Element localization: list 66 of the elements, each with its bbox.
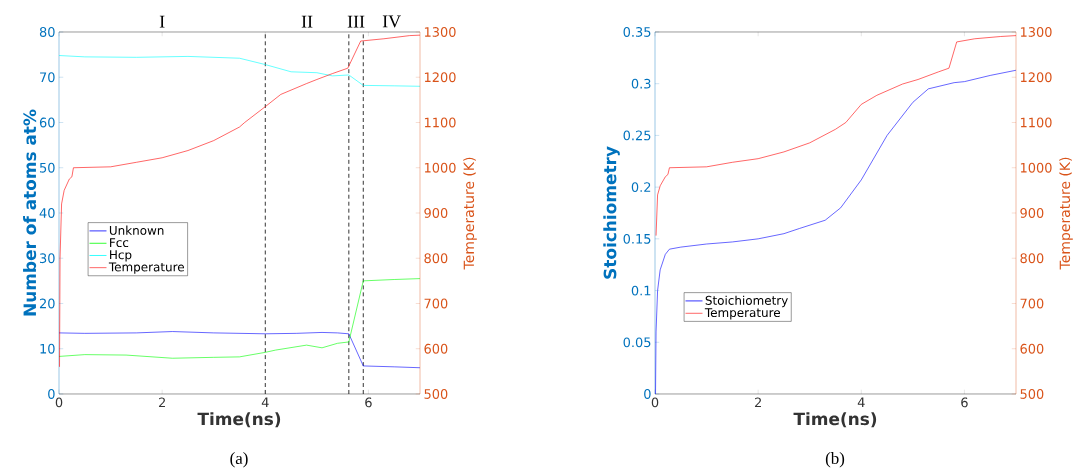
y2-tick-label: 1200 (1020, 72, 1052, 83)
y2-tick-label: 900 (424, 208, 448, 218)
y-axis-title: Stoichiometry (603, 146, 620, 279)
y2-tick-label: 1000 (424, 162, 456, 173)
x-tick-label: 4 (261, 397, 269, 407)
y-tick-label: 0.05 (623, 337, 651, 348)
x-tick-label: 0 (55, 397, 63, 408)
legend-label: Temperature (704, 308, 780, 320)
y2-axis-title: Temperature (K) (463, 157, 477, 270)
y-tick-label: 0 (48, 389, 55, 399)
y-tick-label: 0 (644, 389, 651, 399)
y-tick-label: 0.3 (631, 78, 651, 89)
x-axis-title: Time(ns) (793, 412, 877, 428)
y2-axis-title: Temperature (K) (1059, 157, 1073, 270)
text: III (347, 15, 365, 28)
y-tick-label: 40 (39, 208, 55, 218)
y-tick-label: 20 (39, 298, 55, 309)
line-series (58, 331, 421, 369)
x-tick-label: 6 (961, 397, 968, 408)
text: IV (382, 15, 401, 28)
y2-tick-label: 1300 (1020, 27, 1052, 37)
y2-tick-label: 600 (1020, 343, 1044, 354)
y-axis-title: Number of atoms at% (23, 109, 37, 316)
legend-label: Unknown (109, 225, 164, 235)
text: (b) (825, 452, 845, 468)
x-axis-title: Time(ns) (197, 412, 281, 428)
y-tick-label: 0.35 (623, 27, 651, 37)
legend-label: Stoichiometry (705, 295, 788, 308)
line-series (58, 278, 421, 359)
y-tick-label: 0.1 (631, 285, 651, 296)
y-tick-label: 70 (40, 72, 55, 83)
legend-label: Fcc (110, 238, 129, 248)
y2-tick-label: 1100 (424, 117, 456, 128)
text: II (301, 15, 313, 28)
y2-tick-label: 1200 (424, 72, 456, 83)
y-tick-label: 0.15 (623, 233, 651, 244)
y2-tick-label: 1000 (1020, 162, 1052, 173)
y-tick-label: 50 (40, 162, 55, 173)
y-tick-label: 60 (39, 117, 55, 128)
y2-tick-label: 800 (1020, 253, 1044, 264)
y-tick-label: 30 (40, 253, 55, 264)
y2-tick-label: 700 (424, 298, 448, 309)
y2-tick-label: 500 (424, 389, 448, 399)
line-series (59, 34, 421, 368)
y2-tick-label: 1100 (1020, 117, 1052, 128)
y2-tick-label: 700 (1020, 298, 1044, 309)
legend-label: Temperature (108, 262, 184, 274)
text: (a) (230, 452, 248, 468)
x-tick-label: 0 (651, 397, 659, 408)
y2-tick-label: 600 (424, 343, 448, 354)
y-tick-label: 80 (39, 27, 55, 37)
y-tick-label: 0.25 (623, 130, 651, 141)
x-tick-label: 2 (754, 397, 761, 408)
y-tick-label: 10 (40, 343, 55, 354)
line-series (655, 35, 1017, 236)
x-tick-label: 4 (857, 397, 865, 407)
y2-tick-label: 1300 (424, 27, 456, 37)
y2-tick-label: 900 (1020, 208, 1044, 218)
y2-tick-label: 500 (1020, 389, 1044, 399)
line-series (655, 69, 1017, 395)
x-tick-label: 2 (158, 397, 165, 408)
y-tick-label: 0.2 (631, 182, 651, 193)
legend-label: Hcp (110, 250, 132, 262)
y2-tick-label: 800 (424, 253, 448, 264)
x-tick-label: 6 (365, 397, 372, 408)
text: I (159, 15, 165, 28)
